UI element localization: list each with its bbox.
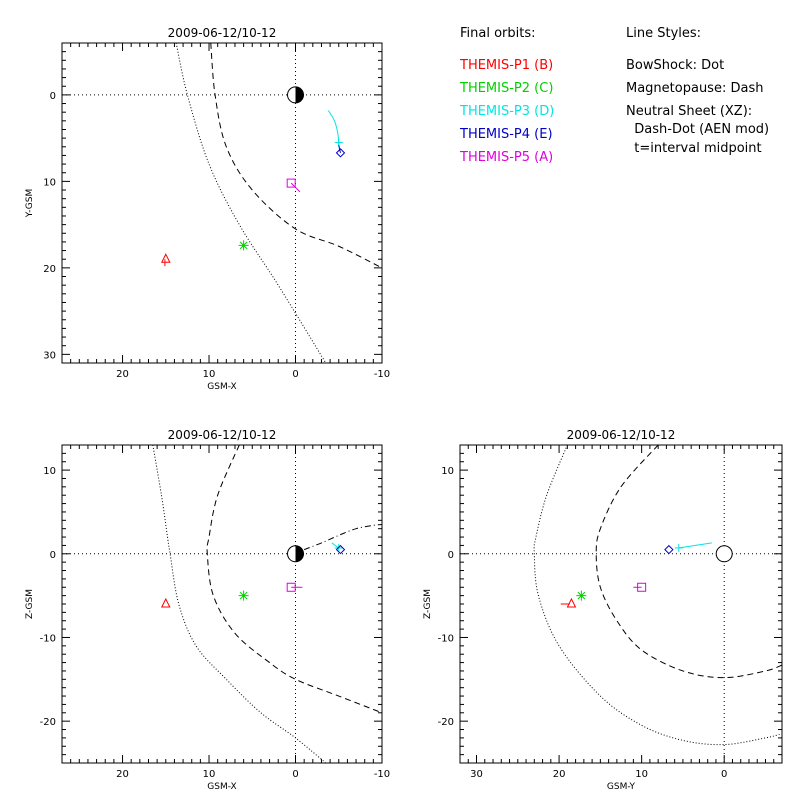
y-axis-label: Z-GSM [423,589,433,619]
plot-frame [61,42,383,364]
probe-asterisk-marker [576,590,587,601]
probe-asterisk-marker [238,590,249,601]
x-tick-label: 20 [116,369,129,380]
style-neutral-sheet-mod: Dash-Dot (AEN mod) [626,122,770,137]
legend-probe-p2: THEMIS-P2 (C) [460,81,554,96]
neutral-sheet-curve [303,524,382,551]
x-tick-label: -10 [374,369,390,380]
y-tick-label: -20 [438,717,454,728]
probe-track [327,110,340,146]
x-tick-label: 20 [116,769,129,780]
bow-shock-curve [533,445,782,746]
probe-triangle-marker [160,253,171,263]
probe-track [331,542,340,549]
x-axis-label: GSM-X [207,782,236,792]
probe-square-marker [286,178,296,188]
probe-triangle-marker [566,597,577,608]
plot-frame [61,444,383,764]
x-tick-label: -10 [374,769,390,780]
x-tick-label: 10 [635,769,648,780]
x-tick-label: 10 [203,769,216,780]
earth-marker [715,545,733,563]
style-bowshock: BowShock: Dot [626,58,725,73]
y-tick-label: 10 [43,466,56,477]
probe-triangle-marker [160,597,171,608]
styles-legend-title: Line Styles: [626,26,702,41]
y-tick-label: 0 [50,91,56,102]
magnetopause-curve [206,445,382,714]
asterisk-stroke [239,591,248,600]
panel-title: 2009-06-12/10-12 [168,428,277,442]
y-tick-label: 0 [448,550,454,561]
x-tick-label: 0 [292,769,298,780]
style-neutral-sheet: Neutral Sheet (XZ): [626,104,753,119]
plot-area [62,445,382,763]
asterisk-stroke [577,591,586,600]
x-axis-label: GSM-Y [607,782,636,792]
panel-title: 2009-06-12/10-12 [567,428,676,442]
y-tick-label: 10 [441,466,454,477]
legend-probe-p4: THEMIS-P4 (E) [460,127,553,142]
probe-diamond-marker [335,544,346,555]
bow-shock-curve [152,445,327,763]
x-tick-label: 10 [203,369,216,380]
magnetopause-curve [595,445,782,679]
x-tick-label: 30 [470,769,483,780]
y-tick-label: 0 [50,550,56,561]
style-magnetopause: Magnetopause: Dash [626,81,764,96]
legend-probe-p3: THEMIS-P3 (D) [460,104,555,119]
bow-shock-curve [175,43,327,363]
orbits-legend-title: Final orbits: [460,26,536,41]
magnetopause-curve [210,43,382,269]
earth-night-side [295,86,304,103]
plot-area [62,43,382,363]
x-tick-label: 20 [553,769,566,780]
y-tick-label: -10 [40,633,56,644]
probe-plus-marker [674,543,683,552]
legend-probe-p5: THEMIS-P5 (A) [460,150,554,165]
y-tick-label: 10 [43,177,56,188]
x-axis-label: GSM-X [207,382,236,392]
style-midpoint: t=interval midpoint [626,141,762,156]
asterisk-stroke [239,241,248,250]
y-axis-label: Y-GSM [25,189,35,218]
probe-diamond-marker [664,544,674,555]
x-tick-label: 0 [721,769,727,780]
legend-probe-p1: THEMIS-P1 (B) [460,58,554,73]
y-tick-label: -20 [40,717,56,728]
y-tick-label: 30 [43,350,56,361]
plot-frame [459,444,783,764]
panel-1: 20 10 0 -10 0 10 20 30 2009-06-12/10-12 GSM-X Y-GS… [25,26,390,392]
y-axis-label: Z-GSM [25,589,35,619]
panel-3: 30 20 10 0 -20 -10 0 10 2009-06-12/10-12 GSM-Y Z-G… [423,428,783,792]
y-tick-label: 20 [43,264,56,275]
probe-asterisk-marker [238,240,249,251]
y-tick-label: -10 [438,633,454,644]
probe-square-marker [637,582,647,592]
panel-2: 20 10 0 -10 -20 -10 0 10 2009-06-12/10-12 GSM-X Z-… [25,428,390,792]
probe-diamond-marker [335,148,346,158]
probe-track [678,542,712,549]
probe-square-marker [286,582,296,592]
x-tick-label: 0 [292,369,298,380]
plot-area [460,445,782,763]
panel-title: 2009-06-12/10-12 [168,26,277,40]
earth-night-side [295,545,304,562]
